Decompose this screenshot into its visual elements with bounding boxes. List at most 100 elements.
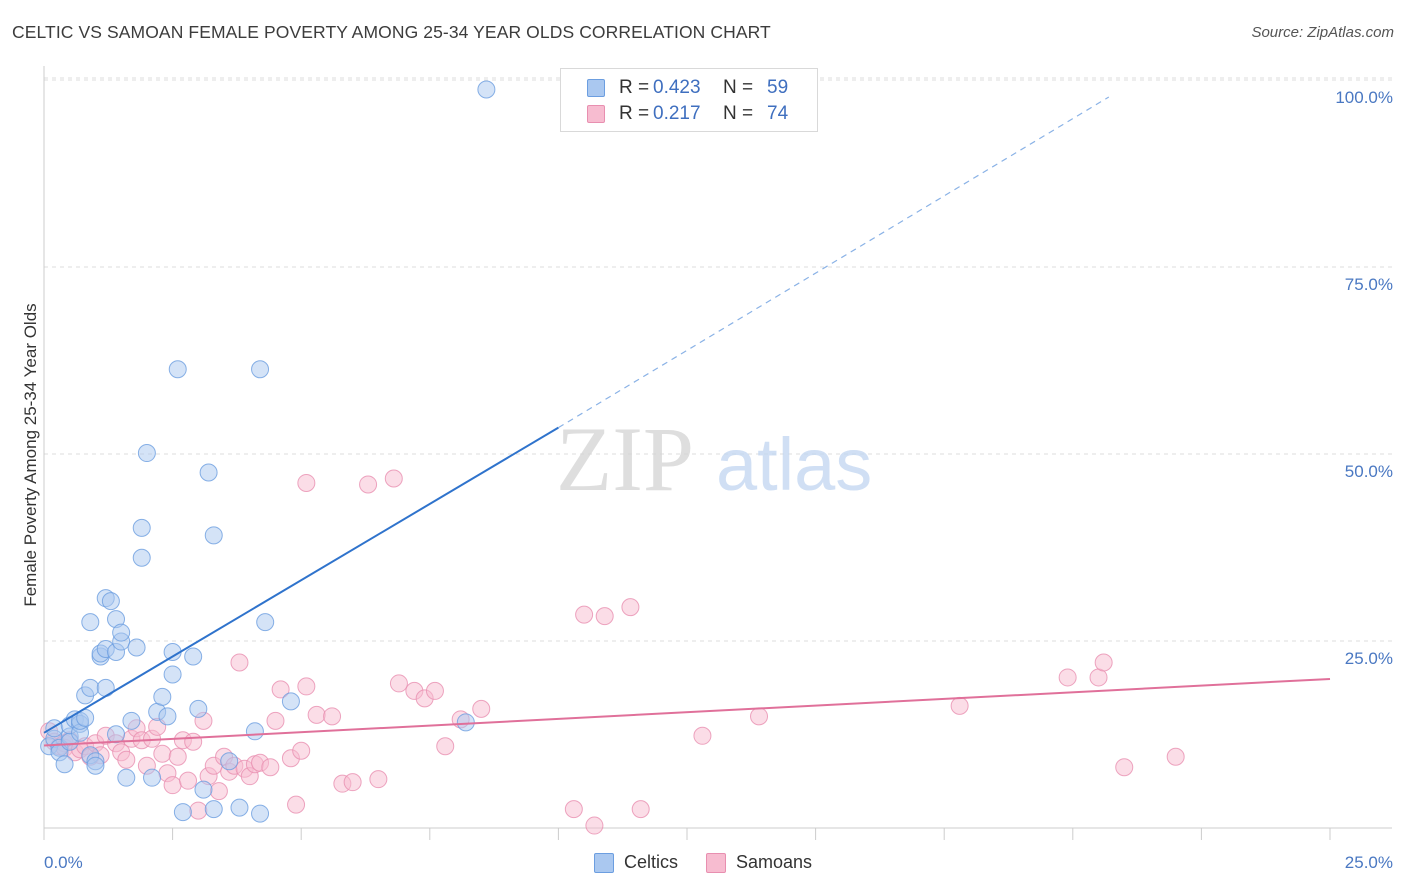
celtics-point [194, 780, 213, 799]
y-tick-label: 25.0% [1345, 649, 1393, 668]
samoans-point [343, 773, 362, 792]
samoans-point [585, 816, 604, 835]
samoans-swatch [587, 105, 605, 123]
celtics-point [158, 707, 177, 726]
samoans-point [436, 737, 455, 756]
x-tick-label-min: 0.0% [44, 853, 83, 872]
celtics-point [173, 803, 192, 822]
celtics-point [107, 725, 126, 744]
samoans-point [1094, 653, 1113, 672]
y-tick-label: 50.0% [1345, 462, 1393, 481]
celtics-point [122, 711, 141, 730]
samoans-point [384, 469, 403, 488]
celtics-point [184, 647, 203, 666]
samoans-point [595, 607, 614, 626]
chart-title: CELTIC VS SAMOAN FEMALE POVERTY AMONG 25… [12, 22, 771, 42]
celtics-swatch [587, 79, 605, 97]
samoans-point [287, 795, 306, 814]
samoans-point [230, 653, 249, 672]
celtics-point [168, 360, 187, 379]
celtics-point [281, 692, 300, 711]
samoans-point [1058, 668, 1077, 687]
watermark-zip: ZIP [556, 408, 694, 510]
series-samoans [40, 469, 1185, 835]
r-label: R = [619, 77, 650, 98]
samoans-point [750, 707, 769, 726]
samoans-point [168, 747, 187, 766]
legend-row-samoans: R = 0.217 N = 74 [587, 103, 788, 125]
legend-item-celtics[interactable]: Celtics [593, 852, 678, 873]
samoans-point [292, 741, 311, 760]
n-label: N = [723, 77, 754, 98]
celtics-point [81, 678, 100, 697]
x-tick-label-max: 25.0% [1345, 853, 1393, 872]
celtics-point [112, 623, 131, 642]
source-label: Source: ZipAtlas.com [1251, 24, 1394, 41]
samoans-point [266, 711, 285, 730]
samoans-point [297, 473, 316, 492]
celtics-legend-label: Celtics [623, 852, 678, 872]
trend-lines [43, 96, 1331, 747]
samoans-r-value: 0.217 [653, 103, 701, 124]
samoans-point [389, 674, 408, 693]
celtics-point [477, 80, 496, 99]
celtics-point [86, 756, 105, 775]
celtics-point [137, 444, 156, 463]
samoans-point [1089, 668, 1108, 687]
celtics-point [117, 768, 136, 787]
celtics-point [143, 768, 162, 787]
samoans-legend-swatch [705, 852, 726, 873]
samoans-point [307, 705, 326, 724]
celtics-n-value: 59 [767, 77, 789, 98]
samoans-point [693, 726, 712, 745]
samoans-point [631, 800, 650, 819]
samoans-point [117, 750, 136, 769]
n-label: N = [723, 103, 754, 124]
celtics-point [127, 638, 146, 657]
y-tick-label: 75.0% [1345, 275, 1393, 294]
samoans-point [163, 776, 182, 795]
r-label: R = [619, 103, 650, 124]
celtics-trendline-extension [558, 96, 1110, 429]
samoans-point [261, 758, 280, 777]
samoans-trendline [43, 677, 1331, 747]
samoans-point [297, 677, 316, 696]
celtics-point [163, 665, 182, 684]
samoans-point [153, 744, 172, 763]
samoans-legend-label: Samoans [735, 852, 813, 872]
celtics-point [456, 713, 475, 732]
celtics-point [132, 518, 151, 537]
celtics-point [204, 800, 223, 819]
axes [43, 66, 1392, 840]
samoans-point [209, 782, 228, 801]
samoans-n-value: 74 [767, 103, 789, 124]
samoans-point [369, 770, 388, 789]
y-tick-label: 100.0% [1335, 88, 1393, 107]
celtics-point [256, 613, 275, 632]
grid-lines [44, 77, 1392, 642]
samoans-point [472, 699, 491, 718]
samoans-point [189, 801, 208, 820]
celtics-point [251, 804, 270, 823]
samoans-point [271, 680, 290, 699]
y-axis-label: Female Poverty Among 25-34 Year Olds [21, 303, 40, 606]
celtics-point [251, 360, 270, 379]
legend-item-samoans[interactable]: Samoans [705, 852, 813, 873]
samoans-point [184, 732, 203, 751]
legend-stats: R = 0.423 N = 59 R = 0.217 N = 74 [560, 68, 818, 132]
celtics-point [101, 592, 120, 611]
celtics-point [189, 699, 208, 718]
series-legend: Celtics Samoans [0, 852, 1406, 873]
celtics-trendline [43, 426, 559, 734]
celtics-legend-swatch [593, 852, 614, 873]
celtics-point [81, 613, 100, 632]
samoans-point [179, 771, 198, 790]
samoans-point [621, 598, 640, 617]
series-celtics [40, 80, 496, 823]
samoans-point [323, 707, 342, 726]
samoans-point [425, 681, 444, 700]
samoans-point [950, 696, 969, 715]
samoans-point [1115, 758, 1134, 777]
tick-labels: 25.0% 50.0% 75.0% 100.0% 0.0% 25.0% [44, 88, 1393, 872]
